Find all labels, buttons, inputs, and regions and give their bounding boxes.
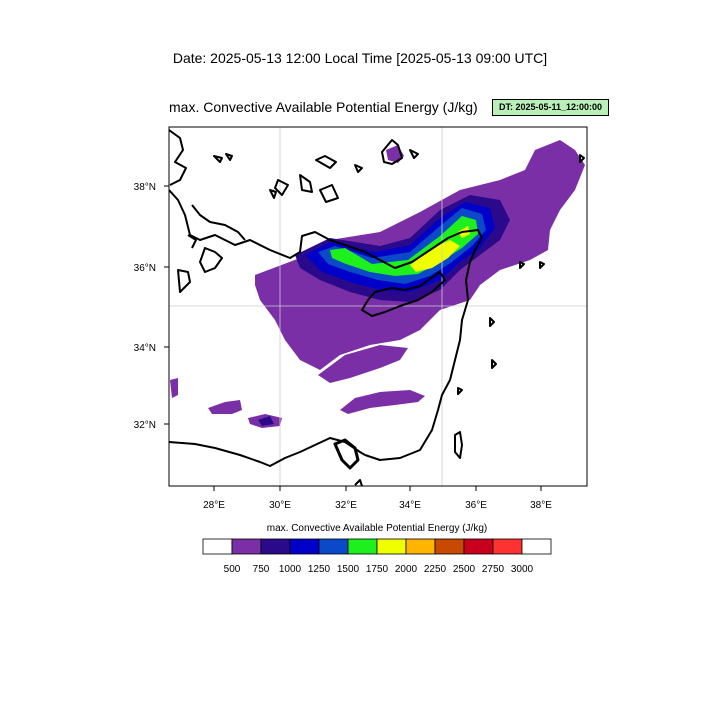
- lon-label: 30°E: [269, 500, 291, 511]
- lon-label: 34°E: [399, 500, 421, 511]
- colorbar-level-label: 2750: [481, 564, 505, 575]
- cape-shade-750: [318, 345, 408, 383]
- coastlines: [169, 129, 585, 486]
- cape-shade-1000: [258, 416, 274, 426]
- colorbar-swatch: [260, 538, 291, 555]
- plot-title: max. Convective Available Potential Ener…: [169, 99, 478, 115]
- colorbar-swatch: [463, 538, 494, 555]
- colorbar-swatch: [318, 538, 349, 555]
- lat-label: 32°N: [134, 420, 156, 431]
- date-line: Date: 2025-05-13 12:00 Local Time [2025-…: [172, 50, 548, 66]
- lon-label: 38°E: [530, 500, 552, 511]
- colorbar-swatch: [289, 538, 320, 555]
- lat-label: 38°N: [134, 182, 156, 193]
- colorbar-level-label: 3000: [510, 564, 534, 575]
- lon-label: 32°E: [335, 500, 357, 511]
- plot-frame: [168, 126, 588, 487]
- colorbar-swatch: [405, 538, 436, 555]
- colorbar-title: max. Convective Available Potential Ener…: [266, 523, 488, 534]
- colorbar-swatch: [434, 538, 465, 555]
- axis-ticks: [164, 185, 542, 491]
- cape-shade-2000: [410, 240, 460, 272]
- lat-label: 34°N: [134, 343, 156, 354]
- colorbar-level-label: 1250: [307, 564, 331, 575]
- lat-label: 36°N: [134, 263, 156, 274]
- grid-lines: [169, 127, 587, 486]
- colorbar-swatch: [347, 538, 378, 555]
- cape-shade-750: [170, 378, 178, 398]
- colorbar-level-label: 1750: [365, 564, 389, 575]
- colorbar-swatch: [492, 538, 523, 555]
- colorbar-level-label: 2250: [423, 564, 447, 575]
- cape-shade-750: [340, 390, 425, 414]
- lon-label: 36°E: [465, 500, 487, 511]
- dt-badge: DT: 2025-05-11_12:00:00: [492, 99, 609, 116]
- colorbar-level-label: 750: [252, 564, 270, 575]
- colorbar-swatch: [521, 538, 552, 555]
- colorbar-swatch: [376, 538, 407, 555]
- colorbar-level-label: 1500: [336, 564, 360, 575]
- cape-shade-750: [208, 400, 242, 414]
- colorbar-swatch: [231, 538, 262, 555]
- colorbar-level-label: 2000: [394, 564, 418, 575]
- colorbar-swatch: [202, 538, 233, 555]
- colorbar-level-label: 2500: [452, 564, 476, 575]
- colorbar-level-label: 500: [223, 564, 241, 575]
- lon-label: 28°E: [203, 500, 225, 511]
- colorbar: [202, 538, 552, 555]
- cape-contours: [170, 140, 585, 428]
- colorbar-level-label: 1000: [278, 564, 302, 575]
